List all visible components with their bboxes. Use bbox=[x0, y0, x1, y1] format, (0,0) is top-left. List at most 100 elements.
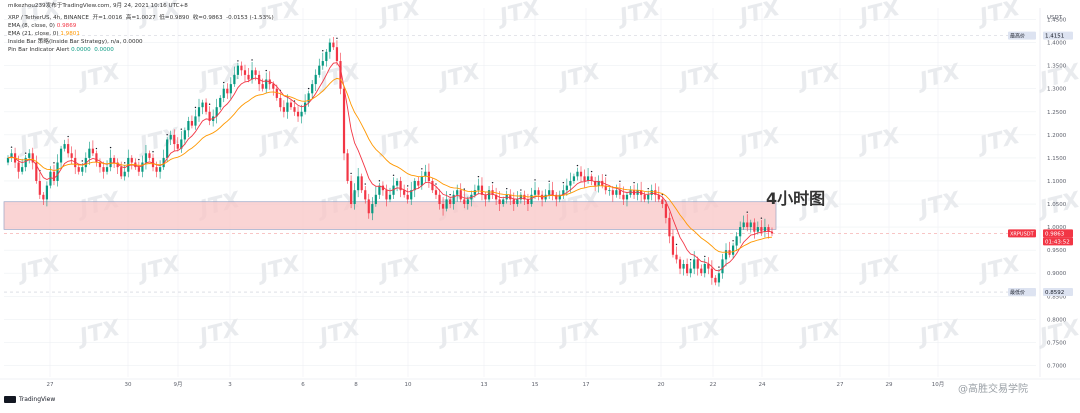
x-tick-label: 22 bbox=[710, 382, 717, 388]
candle-body bbox=[88, 148, 91, 158]
y-tick-label: 1.2500 bbox=[1047, 110, 1067, 116]
candle-body bbox=[169, 134, 172, 140]
candle-body bbox=[671, 236, 675, 255]
candle-body bbox=[523, 194, 526, 200]
candle-body bbox=[629, 190, 632, 195]
candle-body bbox=[67, 144, 70, 154]
candle-body bbox=[339, 61, 342, 89]
pin-bar-marker bbox=[10, 146, 13, 148]
x-tick-label: 24 bbox=[759, 382, 766, 388]
candle-body bbox=[98, 162, 102, 168]
candle-body bbox=[77, 167, 80, 172]
tradingview-mark-icon bbox=[4, 396, 16, 403]
candle-body bbox=[335, 47, 339, 62]
price-axis: 1.4500 1.4000 1.3500 1.3000 1.2500 1.2000 1.15… bbox=[1039, 8, 1067, 377]
candle-body bbox=[731, 245, 735, 255]
candle-body bbox=[378, 185, 381, 195]
candle-body bbox=[569, 180, 572, 186]
support-zone[interactable] bbox=[3, 201, 777, 230]
pin-bar-marker bbox=[194, 106, 197, 109]
candle-body bbox=[724, 250, 728, 260]
candle-body bbox=[459, 190, 462, 200]
low-price-badge-value: 0.8592 bbox=[1045, 290, 1064, 296]
candle-body bbox=[353, 190, 356, 205]
candle-body bbox=[622, 194, 625, 200]
low-price-badge[interactable]: 最低价 0.8592 bbox=[1008, 288, 1073, 297]
x-tick-label: 13 bbox=[481, 382, 488, 388]
candle-body bbox=[176, 144, 179, 149]
candle-body bbox=[615, 190, 618, 195]
candle-body bbox=[579, 171, 583, 177]
candle-body bbox=[406, 194, 409, 200]
candle-body bbox=[477, 185, 480, 191]
x-tick-label: 3 bbox=[228, 382, 232, 388]
pin-bar-marker bbox=[378, 180, 381, 182]
candle-body bbox=[484, 194, 487, 200]
candle-body bbox=[307, 93, 310, 103]
candle-body bbox=[247, 74, 250, 80]
candle-body bbox=[647, 194, 650, 200]
pin-bar-marker bbox=[307, 87, 310, 90]
candle-body bbox=[703, 263, 706, 274]
indicator-inside-bar[interactable]: Inside Bar 策略(Inside Bar Strategy), n/a,… bbox=[8, 39, 143, 45]
candle-body bbox=[162, 157, 165, 168]
candle-body bbox=[558, 194, 561, 200]
indicator-ema8[interactable]: EMA (8, close, 0) 0.9869 bbox=[8, 23, 77, 29]
candle-body bbox=[144, 153, 148, 163]
y-tick-label: 0.7500 bbox=[1047, 340, 1067, 346]
pin-bar-marker bbox=[67, 135, 69, 138]
candle-body bbox=[31, 153, 34, 163]
pin-bar-marker bbox=[633, 181, 635, 184]
tradingview-logo[interactable]: TradingView bbox=[4, 396, 55, 403]
ema-fast-line bbox=[7, 62, 773, 272]
candle-body bbox=[130, 157, 133, 163]
candle-body bbox=[215, 107, 218, 117]
candle-body bbox=[533, 190, 537, 195]
current-price-badge[interactable]: XRPUSDT 0.9863 bbox=[1008, 229, 1073, 238]
candle-body bbox=[452, 194, 455, 205]
candle-body bbox=[509, 194, 512, 200]
candle-body bbox=[304, 102, 307, 112]
pin-bar-marker bbox=[166, 133, 168, 136]
high-price-badge[interactable]: 最高价 1.4151 bbox=[1008, 31, 1073, 40]
candle-body bbox=[105, 167, 109, 172]
candle-body bbox=[388, 194, 392, 200]
y-tick-label: 1.4500 bbox=[1047, 18, 1067, 24]
pin-bar-marker bbox=[605, 174, 607, 176]
pin-bar-marker bbox=[449, 193, 451, 196]
candle-body bbox=[753, 222, 756, 232]
candle-body bbox=[318, 65, 321, 75]
pin-bar-marker bbox=[237, 60, 239, 62]
candle-body bbox=[693, 259, 696, 269]
candle-body bbox=[675, 254, 678, 260]
candle-body bbox=[682, 263, 685, 269]
candle-body bbox=[360, 176, 363, 191]
pin-bar-marker bbox=[81, 160, 83, 162]
candle-body bbox=[385, 190, 388, 200]
candle-body bbox=[696, 259, 699, 269]
x-tick-label: 27 bbox=[47, 382, 54, 388]
candle-body bbox=[250, 70, 254, 80]
indicator-ema21[interactable]: EMA (21, close, 0) 1.9801 bbox=[8, 31, 80, 37]
current-price-badge-label: XRPUSDT bbox=[1010, 231, 1035, 237]
candle-body bbox=[296, 111, 300, 117]
candle-body bbox=[158, 167, 162, 172]
candle-body bbox=[91, 148, 94, 154]
candle-body bbox=[328, 42, 331, 52]
x-tick-label: 30 bbox=[125, 382, 132, 388]
candle-body bbox=[604, 185, 607, 191]
x-tick-label: 9月 bbox=[174, 381, 183, 388]
candle-body bbox=[349, 180, 353, 205]
pin-bar-marker bbox=[251, 59, 253, 61]
currency-label: USDT bbox=[1047, 15, 1063, 21]
pin-bar-marker bbox=[124, 162, 126, 164]
candle-body bbox=[226, 88, 229, 94]
ohlc-readout: 开=1.0016 高=1.0027 低=0.9890 收=0.9863 -0.0… bbox=[92, 15, 274, 21]
candle-body bbox=[28, 153, 31, 158]
candle-body bbox=[661, 199, 664, 205]
indicator-pin-bar[interactable]: Pin Bar Indicator Alert 0.0000 0.0000 bbox=[8, 47, 114, 53]
candle-body bbox=[714, 277, 717, 283]
candle-body bbox=[689, 268, 692, 274]
pin-bar-marker bbox=[718, 266, 720, 268]
